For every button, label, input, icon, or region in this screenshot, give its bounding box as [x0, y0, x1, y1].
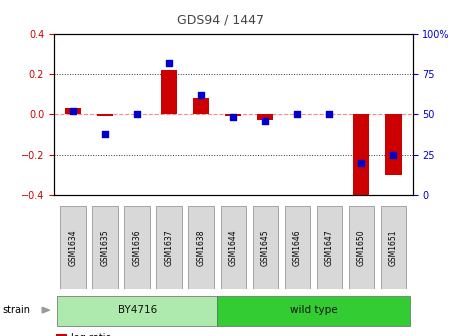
- Point: [69, 108, 77, 114]
- Bar: [386, 114, 401, 175]
- FancyBboxPatch shape: [217, 296, 409, 326]
- Text: GSM1638: GSM1638: [197, 229, 206, 266]
- Bar: [161, 70, 177, 114]
- Point: [230, 115, 237, 120]
- Point: [101, 131, 109, 136]
- Text: log ratio: log ratio: [71, 333, 112, 336]
- FancyBboxPatch shape: [252, 206, 278, 289]
- FancyBboxPatch shape: [61, 206, 86, 289]
- FancyBboxPatch shape: [57, 296, 217, 326]
- Text: GDS94 / 1447: GDS94 / 1447: [177, 13, 264, 27]
- Polygon shape: [42, 307, 50, 313]
- Bar: [97, 114, 113, 116]
- Text: GSM1645: GSM1645: [261, 229, 270, 266]
- Text: GSM1651: GSM1651: [389, 229, 398, 266]
- Text: GSM1646: GSM1646: [293, 229, 302, 266]
- Text: GSM1637: GSM1637: [165, 229, 174, 266]
- FancyBboxPatch shape: [189, 206, 214, 289]
- Text: strain: strain: [2, 305, 30, 315]
- FancyBboxPatch shape: [348, 206, 374, 289]
- Point: [134, 112, 141, 117]
- Text: GSM1650: GSM1650: [357, 229, 366, 266]
- Text: GSM1647: GSM1647: [325, 229, 334, 266]
- Text: GSM1636: GSM1636: [133, 229, 142, 266]
- Text: GSM1635: GSM1635: [101, 229, 110, 266]
- Point: [294, 112, 301, 117]
- Point: [197, 92, 205, 97]
- Bar: [65, 108, 81, 114]
- FancyBboxPatch shape: [381, 206, 406, 289]
- Text: GSM1644: GSM1644: [229, 229, 238, 266]
- Bar: [257, 114, 273, 120]
- Point: [262, 118, 269, 123]
- Bar: [354, 114, 370, 199]
- FancyBboxPatch shape: [92, 206, 118, 289]
- Bar: [193, 98, 209, 114]
- Text: GSM1634: GSM1634: [68, 229, 78, 266]
- FancyBboxPatch shape: [220, 206, 246, 289]
- Point: [325, 112, 333, 117]
- Text: BY4716: BY4716: [118, 305, 157, 315]
- FancyBboxPatch shape: [157, 206, 182, 289]
- Point: [166, 60, 173, 65]
- Text: wild type: wild type: [289, 305, 337, 315]
- Bar: [225, 114, 242, 116]
- Point: [358, 160, 365, 165]
- FancyBboxPatch shape: [124, 206, 150, 289]
- FancyBboxPatch shape: [285, 206, 310, 289]
- Point: [390, 152, 397, 157]
- FancyBboxPatch shape: [317, 206, 342, 289]
